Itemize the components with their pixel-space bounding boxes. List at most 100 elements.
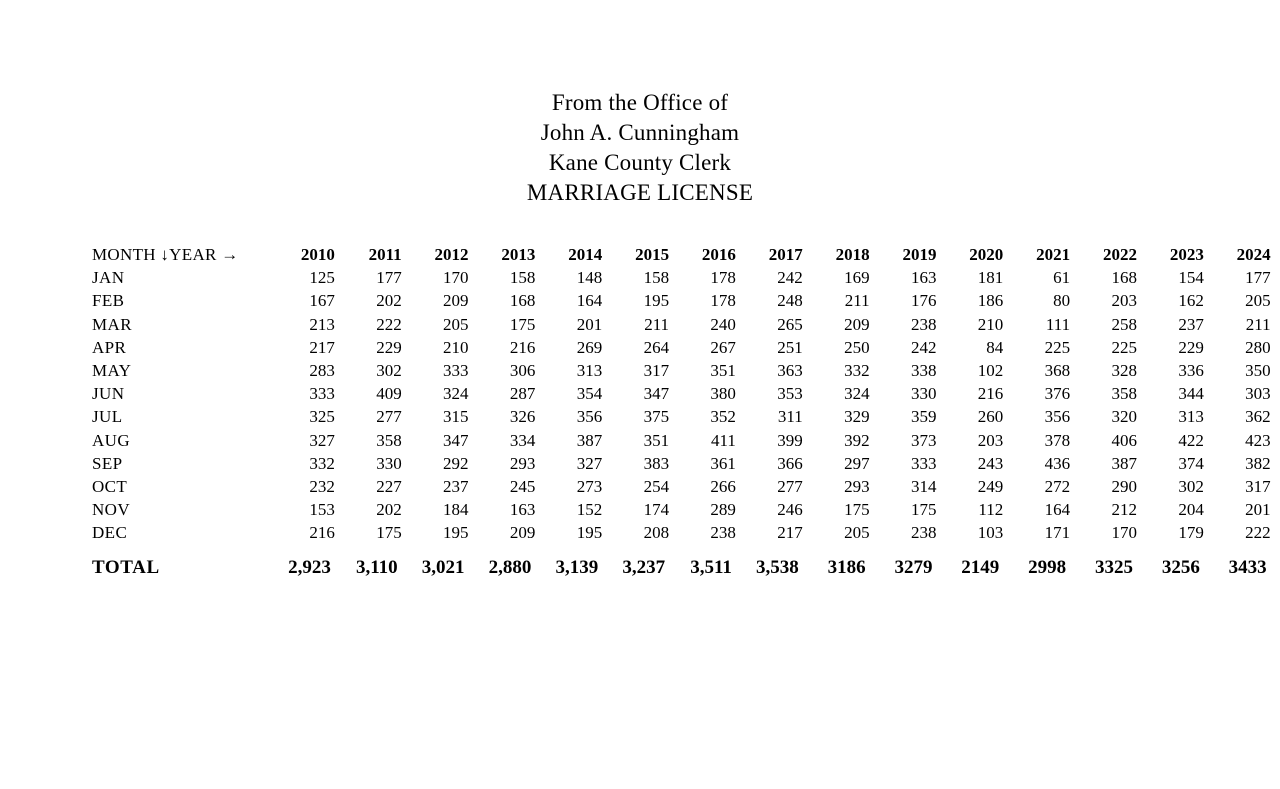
cell-may-2015: 317 [643,361,670,381]
cell-apr-2019: 242 [910,337,937,357]
cell-dec-2011: 175 [376,523,402,543]
cell-jul-2022: 320 [1111,407,1137,427]
cell-apr-2018: 250 [844,337,870,357]
cell-jan-2023: 154 [1178,268,1204,288]
cell-jun-2015: 347 [643,384,670,404]
cell-nov-2013: 163 [509,500,536,520]
cell-jan-2024: 177 [1245,268,1271,288]
cell-apr-2021: 225 [1044,337,1071,357]
total-2018: 3186 [827,556,866,578]
cell-jul-2014: 356 [576,407,603,427]
cell-dec-2024: 222 [1245,523,1271,543]
cell-nov-2018: 175 [844,500,870,520]
cell-may-2010: 283 [309,361,335,381]
cell-feb-2013: 168 [509,291,536,311]
cell-dec-2014: 195 [576,523,603,543]
cell-aug-2017: 399 [777,430,803,450]
cell-nov-2021: 164 [1044,500,1071,520]
row-label-may: MAY [92,361,132,381]
cell-feb-2016: 178 [710,291,736,311]
header-line-office: From the Office of [551,90,729,115]
cell-may-2023: 336 [1178,361,1204,381]
cell-dec-2017: 217 [777,523,803,543]
cell-oct-2019: 314 [910,477,937,497]
cell-apr-2023: 229 [1178,337,1204,357]
cell-sep-2021: 436 [1044,453,1071,473]
cell-jan-2021: 61 [1053,268,1071,288]
total-2021: 2998 [1028,556,1067,578]
cell-nov-2012: 184 [443,500,469,520]
column-header-year-2022: 2022 [1102,245,1137,264]
row-label-jul: JUL [92,407,123,427]
column-header-year-2014: 2014 [568,245,603,264]
cell-apr-2017: 251 [777,337,803,357]
column-header-year-2019: 2019 [902,245,937,264]
cell-dec-2020: 103 [977,523,1004,543]
column-header-year-2010: 2010 [300,245,335,264]
header-line-title: Kane County Clerk [548,150,732,175]
table-row: JUN 333 409 324 287 354 347 380 353 324 330 216 376 3… [92,382,1271,405]
cell-aug-2021: 378 [1044,430,1071,450]
cell-jan-2022: 168 [1111,268,1137,288]
table-row: JAN 125 177 170 158 148 158 178 242 169 163 181 61 16… [92,266,1271,289]
cell-may-2017: 363 [777,361,803,381]
total-label: TOTAL [92,556,160,578]
cell-may-2011: 302 [376,361,402,381]
cell-sep-2016: 361 [710,453,736,473]
cell-jul-2012: 315 [443,407,469,427]
cell-dec-2012: 195 [443,523,469,543]
row-label-sep: SEP [92,453,123,473]
cell-jul-2018: 329 [844,407,870,427]
cell-apr-2012: 210 [443,337,469,357]
cell-feb-2010: 167 [309,291,335,311]
table-total-row: TOTAL 2,923 3,110 3,021 2,880 3,139 3,237 3,511… [92,556,1271,579]
cell-feb-2023: 162 [1178,291,1204,311]
cell-jul-2019: 359 [910,407,937,427]
table-row: NOV 153 202 184 163 152 174 289 246 175 175 112 164 2… [92,498,1271,521]
cell-sep-2023: 374 [1178,453,1204,473]
cell-apr-2013: 216 [509,337,536,357]
cell-oct-2011: 227 [376,477,402,497]
cell-apr-2010: 217 [309,337,335,357]
cell-may-2018: 332 [844,361,870,381]
cell-sep-2012: 292 [443,453,469,473]
cell-jun-2024: 303 [1245,384,1271,404]
cell-aug-2011: 358 [376,430,402,450]
column-header-year-2018: 2018 [835,245,870,264]
cell-jun-2021: 376 [1044,384,1071,404]
cell-apr-2020: 84 [986,337,1004,357]
cell-jun-2011: 409 [376,384,402,404]
cell-jun-2022: 358 [1111,384,1137,404]
cell-nov-2022: 212 [1111,500,1137,520]
cell-jan-2018: 169 [844,268,870,288]
row-label-oct: OCT [92,477,128,497]
table-row: SEP 332 330 292 293 327 383 361 366 297 333 243 436 3… [92,452,1271,475]
column-header-year-2024: 2024 [1236,245,1271,264]
cell-aug-2016: 411 [711,430,736,450]
total-2016: 3,511 [690,556,732,578]
total-2024: 3433 [1228,556,1267,578]
cell-sep-2022: 387 [1111,453,1137,473]
cell-mar-2019: 238 [910,314,937,334]
total-2013: 2,880 [488,556,532,578]
cell-jul-2024: 362 [1245,407,1271,427]
table-row: DEC 216 175 195 209 195 208 238 217 205 238 103 171 1… [92,521,1271,544]
cell-dec-2010: 216 [309,523,335,543]
cell-may-2020: 102 [977,361,1004,381]
cell-dec-2021: 171 [1044,523,1071,543]
cell-mar-2014: 201 [576,314,603,334]
cell-jun-2023: 344 [1178,384,1204,404]
cell-nov-2016: 289 [710,500,736,520]
cell-mar-2010: 213 [309,314,335,334]
cell-feb-2019: 176 [910,291,937,311]
cell-aug-2019: 373 [910,430,937,450]
cell-mar-2024: 211 [1245,314,1271,334]
cell-may-2019: 338 [910,361,937,381]
cell-may-2024: 350 [1245,361,1271,381]
cell-jun-2010: 333 [309,384,335,404]
cell-oct-2023: 302 [1178,477,1204,497]
cell-may-2016: 351 [710,361,736,381]
row-label-jun: JUN [92,384,125,404]
cell-oct-2021: 272 [1044,477,1071,497]
row-label-jan: JAN [92,268,125,288]
